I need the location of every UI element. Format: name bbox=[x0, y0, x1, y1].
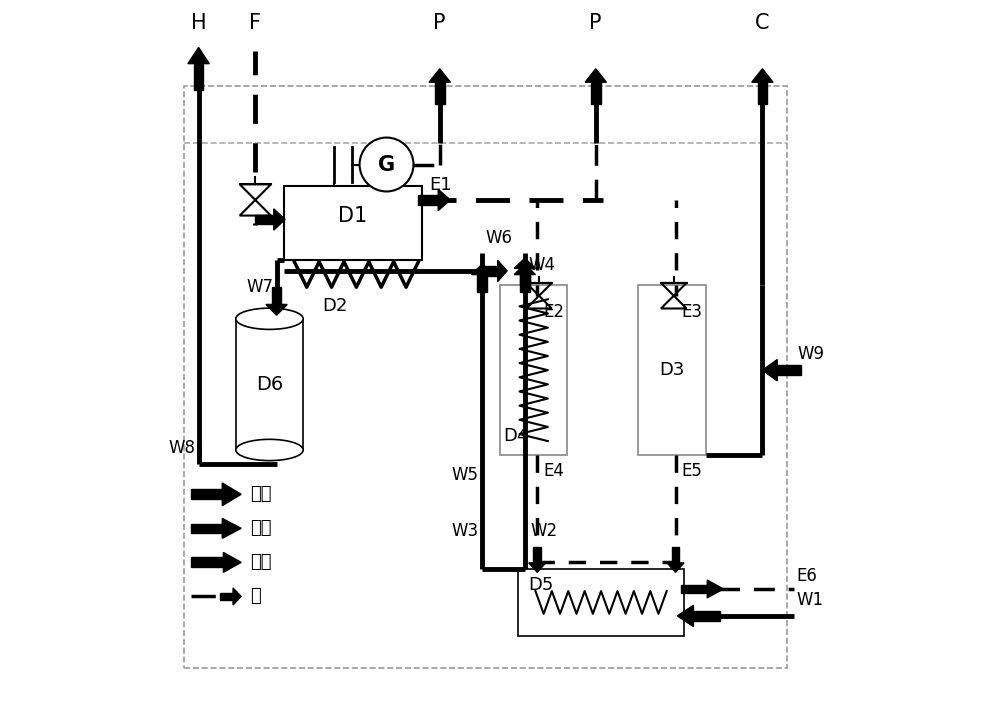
Text: D5: D5 bbox=[528, 576, 554, 594]
Bar bbox=[435, 83, 445, 104]
Text: D3: D3 bbox=[659, 361, 685, 379]
Bar bbox=[518, 569, 684, 636]
Polygon shape bbox=[514, 264, 535, 275]
Bar bbox=[184, 86, 787, 668]
Polygon shape bbox=[677, 605, 693, 627]
Text: W7: W7 bbox=[246, 278, 273, 296]
Text: E5: E5 bbox=[681, 462, 702, 481]
Polygon shape bbox=[188, 48, 209, 63]
Bar bbox=[693, 611, 720, 621]
Polygon shape bbox=[429, 69, 450, 83]
Text: E4: E4 bbox=[543, 462, 564, 481]
Polygon shape bbox=[585, 69, 606, 83]
Bar bbox=[533, 548, 541, 563]
Text: F: F bbox=[249, 14, 261, 33]
Text: 热水: 热水 bbox=[250, 519, 271, 538]
Bar bbox=[191, 557, 223, 567]
Text: 电: 电 bbox=[250, 587, 260, 605]
Text: 冷水: 冷水 bbox=[250, 486, 271, 503]
Polygon shape bbox=[223, 553, 241, 572]
Text: D4: D4 bbox=[504, 426, 529, 445]
Text: W1: W1 bbox=[796, 591, 824, 609]
Text: E1: E1 bbox=[429, 177, 452, 194]
Bar bbox=[520, 268, 530, 285]
Text: D2: D2 bbox=[322, 297, 348, 315]
Text: W9: W9 bbox=[798, 345, 825, 363]
Text: 烟气: 烟气 bbox=[250, 553, 271, 572]
Bar bbox=[418, 195, 438, 205]
Ellipse shape bbox=[236, 308, 303, 330]
Text: P: P bbox=[589, 14, 602, 33]
Polygon shape bbox=[762, 360, 777, 381]
Bar bbox=[520, 275, 530, 292]
Text: W2: W2 bbox=[530, 523, 558, 540]
Polygon shape bbox=[529, 563, 546, 572]
Circle shape bbox=[360, 137, 413, 192]
Text: E2: E2 bbox=[543, 303, 564, 321]
Bar bbox=[681, 585, 707, 593]
Bar bbox=[482, 266, 498, 276]
Polygon shape bbox=[707, 580, 723, 598]
Text: E6: E6 bbox=[796, 567, 817, 585]
Polygon shape bbox=[438, 189, 450, 211]
Text: W6: W6 bbox=[486, 229, 513, 248]
Polygon shape bbox=[222, 483, 241, 506]
Text: W3: W3 bbox=[452, 523, 479, 540]
Bar bbox=[284, 186, 422, 261]
Text: C: C bbox=[755, 14, 770, 33]
Polygon shape bbox=[752, 69, 773, 83]
Polygon shape bbox=[266, 305, 287, 315]
Text: E3: E3 bbox=[681, 303, 702, 321]
Polygon shape bbox=[514, 258, 535, 268]
Polygon shape bbox=[222, 518, 241, 538]
Text: D1: D1 bbox=[338, 206, 367, 226]
Bar bbox=[191, 524, 222, 533]
Text: P: P bbox=[433, 14, 446, 33]
Text: W8: W8 bbox=[168, 439, 195, 457]
Text: H: H bbox=[191, 14, 206, 33]
Text: W4: W4 bbox=[528, 256, 555, 274]
Bar bbox=[638, 285, 706, 455]
Bar bbox=[777, 365, 801, 375]
Bar bbox=[591, 83, 601, 104]
Bar bbox=[758, 83, 767, 104]
Bar bbox=[255, 215, 274, 224]
Bar bbox=[672, 548, 679, 563]
Polygon shape bbox=[667, 563, 684, 572]
Text: W5: W5 bbox=[452, 466, 479, 483]
Text: G: G bbox=[378, 155, 395, 174]
Bar bbox=[191, 489, 222, 499]
Bar bbox=[272, 287, 281, 305]
Polygon shape bbox=[233, 588, 241, 605]
Bar bbox=[236, 319, 303, 450]
Polygon shape bbox=[472, 264, 493, 275]
Polygon shape bbox=[274, 209, 285, 230]
Polygon shape bbox=[498, 261, 507, 281]
Ellipse shape bbox=[236, 439, 303, 461]
Bar bbox=[477, 275, 487, 292]
Bar bbox=[194, 63, 203, 90]
Text: D6: D6 bbox=[256, 375, 283, 394]
Bar bbox=[500, 285, 567, 455]
Bar bbox=[220, 592, 233, 600]
